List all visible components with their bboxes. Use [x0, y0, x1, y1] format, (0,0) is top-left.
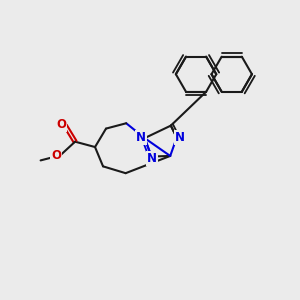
Text: O: O — [51, 149, 61, 162]
Text: O: O — [56, 118, 66, 131]
Text: N: N — [147, 152, 157, 165]
Text: N: N — [136, 131, 146, 144]
Text: N: N — [175, 131, 185, 144]
